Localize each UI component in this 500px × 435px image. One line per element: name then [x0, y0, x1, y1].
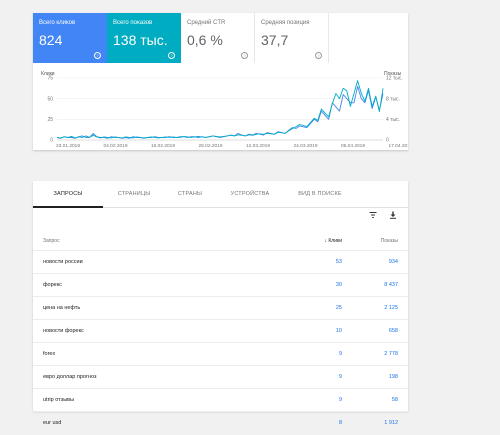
- average-ctr-value: 0,6 %: [187, 32, 223, 48]
- y-left-tick-label: 50: [47, 96, 53, 102]
- y-left-tick-label: 0: [50, 138, 53, 144]
- x-tick-label: 28.02.2019: [198, 143, 222, 149]
- y-right-tick-label: 4 тыс.: [386, 117, 400, 123]
- impressions-cell: 934: [388, 259, 398, 265]
- performance-card: Всего кликов 824 ? Всего показов 138 тыс…: [33, 13, 408, 150]
- table-row[interactable]: utrip отзывы 9 58: [33, 388, 408, 412]
- total-impressions-label: Всего показов: [113, 20, 153, 26]
- help-icon[interactable]: ?: [315, 52, 322, 59]
- impressions-series-line: [56, 80, 384, 139]
- impressions-cell: 198: [388, 374, 398, 380]
- impressions-cell: 2 125: [384, 305, 398, 311]
- help-icon[interactable]: ?: [94, 52, 101, 59]
- y-left-axis-label: Клики: [41, 71, 55, 77]
- tab-queries[interactable]: Запросы: [53, 191, 83, 197]
- table-row[interactable]: новости россии 53 934: [33, 250, 408, 274]
- y-left-ticks: 75 50 25 0: [47, 76, 53, 144]
- help-icon[interactable]: ?: [168, 52, 175, 59]
- x-tick-label: 17.04.2019: [388, 143, 408, 149]
- average-ctr-label: Средний CTR: [187, 20, 226, 26]
- tab-countries[interactable]: Страны: [177, 191, 203, 197]
- table-row[interactable]: цена на нефть 25 2 125: [33, 296, 408, 320]
- y-right-ticks: 12 тыс. 8 тыс. 4 тыс. 0: [386, 76, 403, 144]
- query-cell: форекс: [43, 282, 62, 288]
- tab-pages[interactable]: Страницы: [117, 191, 151, 197]
- table-row[interactable]: eur usd 8 1 912: [33, 411, 408, 435]
- help-icon[interactable]: ?: [241, 52, 248, 59]
- tab-bar: Запросы Страницы Страны Устройства Вид в…: [33, 181, 408, 208]
- table-header: Запрос ↓ Клики Показы: [33, 236, 408, 250]
- table-row[interactable]: forex 9 2 778: [33, 342, 408, 366]
- average-position-card[interactable]: Средняя позиция 37,7 ?: [255, 13, 329, 63]
- query-cell: новости форекс: [43, 328, 84, 334]
- kpi-row: Всего кликов 824 ? Всего показов 138 тыс…: [33, 13, 408, 63]
- x-tick-label: 05.04.2019: [341, 143, 365, 149]
- clicks-series-line: [56, 85, 384, 139]
- y-left-tick-label: 75: [47, 76, 53, 82]
- filter-icon[interactable]: [369, 211, 377, 221]
- clicks-cell: 9: [338, 351, 342, 357]
- query-cell: utrip отзывы: [43, 397, 75, 403]
- x-ticks: 23.01.2019 04.02.2019 16.02.2019 28.02.2019…: [56, 143, 408, 149]
- y-right-tick-label: 8 тыс.: [386, 96, 400, 102]
- table-row[interactable]: форекс 30 8 437: [33, 273, 408, 297]
- average-position-label: Средняя позиция: [261, 20, 310, 26]
- x-tick-label: 12.03.2019: [246, 143, 270, 149]
- clicks-cell: 25: [335, 305, 342, 311]
- x-tick-label: 23.01.2019: [56, 143, 80, 149]
- clicks-cell: 8: [338, 420, 342, 426]
- active-tab-indicator: [33, 206, 103, 208]
- impressions-cell: 2 778: [384, 351, 398, 357]
- clicks-cell: 9: [338, 397, 342, 403]
- tab-search-appearance[interactable]: Вид в поиске: [298, 191, 342, 197]
- clicks-cell: 30: [335, 282, 342, 288]
- y-right-tick-label: 12 тыс.: [386, 76, 403, 82]
- chart-series: [56, 80, 384, 139]
- tab-devices[interactable]: Устройства: [230, 191, 270, 197]
- query-cell: eur usd: [43, 420, 62, 426]
- queries-card: Запросы Страницы Страны Устройства Вид в…: [33, 181, 408, 426]
- total-impressions-value: 138 тыс.: [113, 32, 168, 48]
- query-cell: цена на нефть: [43, 305, 81, 311]
- x-tick-label: 24.03.2019: [293, 143, 317, 149]
- y-right-axis-label: Показы: [384, 71, 402, 77]
- total-clicks-value: 824: [39, 32, 63, 48]
- clicks-cell: 10: [335, 328, 342, 334]
- table-row[interactable]: евро доллар прогноз 9 198: [33, 365, 408, 389]
- y-left-tick-label: 25: [47, 117, 53, 123]
- impressions-column-header[interactable]: Показы: [380, 238, 398, 244]
- sort-arrow-icon: ↓: [324, 238, 328, 244]
- total-clicks-card[interactable]: Всего кликов 824 ?: [33, 13, 107, 63]
- performance-chart: Клики Показы 75 50 25 0 12 тыс. 8 тыс. 4 тыс.…: [41, 71, 408, 149]
- clicks-column-header[interactable]: ↓ Клики: [324, 238, 343, 244]
- query-cell: новости россии: [43, 259, 83, 265]
- x-tick-label: 16.02.2019: [151, 143, 175, 149]
- y-right-tick-label: 0: [386, 138, 389, 144]
- download-icon[interactable]: [389, 211, 397, 221]
- clicks-cell: 53: [335, 259, 342, 265]
- total-impressions-card[interactable]: Всего показов 138 тыс. ?: [107, 13, 181, 63]
- query-cell: forex: [43, 351, 56, 357]
- impressions-cell: 1 912: [384, 420, 398, 426]
- impressions-cell: 8 437: [384, 282, 398, 288]
- x-tick-label: 04.02.2019: [103, 143, 127, 149]
- impressions-cell: 58: [391, 397, 398, 403]
- average-ctr-card[interactable]: Средний CTR 0,6 % ?: [181, 13, 255, 63]
- clicks-cell: 9: [338, 374, 342, 380]
- table-row[interactable]: новости форекс 10 658: [33, 319, 408, 343]
- total-clicks-label: Всего кликов: [39, 20, 76, 26]
- query-cell: евро доллар прогноз: [43, 374, 97, 380]
- chart-grid: [57, 77, 383, 141]
- query-column-header[interactable]: Запрос: [43, 238, 60, 244]
- impressions-cell: 658: [388, 328, 398, 334]
- average-position-value: 37,7: [261, 32, 289, 48]
